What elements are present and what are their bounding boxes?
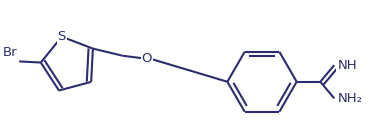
Text: S: S — [58, 30, 66, 43]
Text: Br: Br — [3, 46, 17, 59]
Text: NH₂: NH₂ — [337, 92, 362, 105]
Text: O: O — [142, 52, 152, 65]
Text: NH: NH — [337, 59, 357, 72]
